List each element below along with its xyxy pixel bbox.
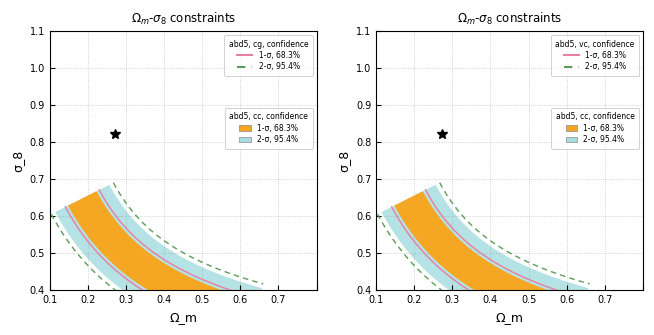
X-axis label: Ω_m: Ω_m — [496, 311, 524, 324]
X-axis label: Ω_m: Ω_m — [169, 311, 198, 324]
Legend: 1-σ, 68.3%, 2-σ, 95.4%: 1-σ, 68.3%, 2-σ, 95.4% — [551, 108, 639, 148]
Polygon shape — [55, 185, 262, 335]
Y-axis label: σ_8: σ_8 — [337, 150, 351, 172]
Title: $\Omega_m$-$\sigma_8$ constraints: $\Omega_m$-$\sigma_8$ constraints — [457, 11, 562, 27]
Polygon shape — [381, 185, 589, 335]
Y-axis label: σ_8: σ_8 — [11, 150, 24, 172]
Polygon shape — [68, 191, 258, 332]
Title: $\Omega_m$-$\sigma_8$ constraints: $\Omega_m$-$\sigma_8$ constraints — [131, 11, 236, 27]
Polygon shape — [394, 191, 585, 332]
Legend: 1-σ, 68.3%, 2-σ, 95.4%: 1-σ, 68.3%, 2-σ, 95.4% — [225, 108, 313, 148]
